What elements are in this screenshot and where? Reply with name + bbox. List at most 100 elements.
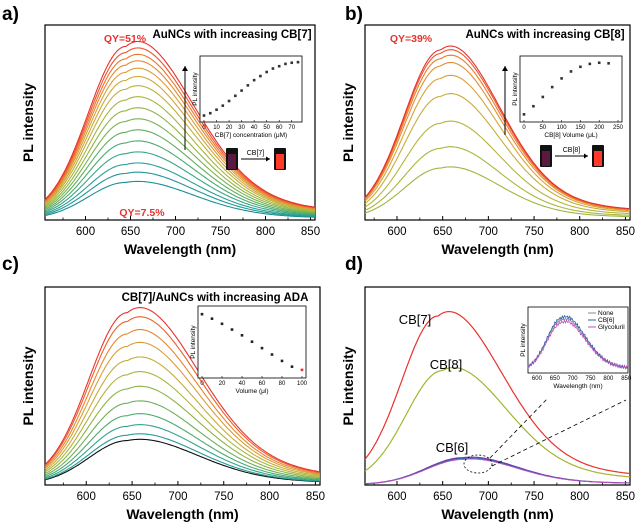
inset-x-label: Wavelength (nm): [553, 383, 602, 390]
inset-point: [260, 346, 264, 350]
x-tick-label: 650: [433, 226, 452, 238]
inset-point: [280, 359, 284, 363]
photo-arrow-label: CB[8]: [563, 147, 581, 154]
spectrum-line: [364, 146, 631, 216]
inset-x-label: CB[7] concentration (μM): [215, 132, 287, 139]
inset-y-label: PL intensity: [190, 325, 197, 359]
inset-x-tick-label: 40: [251, 125, 258, 131]
x-tick-label: 750: [214, 491, 233, 503]
x-tick-label: 750: [211, 226, 230, 238]
inset-x-tick-label: 60: [276, 125, 283, 131]
x-tick-label: 650: [122, 491, 141, 503]
inset-x-label: CB[8] Volume (μL): [544, 132, 597, 139]
inset-x-tick-label: 650: [550, 376, 561, 382]
series-line: [364, 310, 631, 475]
inset-x-tick-label: 50: [263, 125, 270, 131]
plot-frame: [44, 24, 316, 221]
spectrum-line: [44, 85, 316, 211]
inset-frame: [527, 306, 629, 374]
x-axis-label: Wavelength (nm): [126, 506, 238, 522]
inset-x-tick-label: 0: [202, 125, 206, 131]
inset-x-tick-label: 250: [613, 125, 624, 131]
x-tick-label: 600: [387, 226, 406, 238]
inset-x-tick-label: 40: [239, 381, 246, 387]
panel-d: 600 650 700 750 800 850 Wavelength (nm) PL inte…: [340, 286, 635, 522]
inset-point: [296, 60, 300, 64]
spectrum-line: [364, 45, 631, 210]
x-tick-label: 850: [306, 491, 325, 503]
inset-x-tick-label: 80: [279, 381, 286, 387]
spectrum-line: [364, 54, 631, 210]
inset-point: [200, 312, 204, 316]
inset-point: [210, 317, 214, 320]
x-axis-label: Wavelength (nm): [441, 506, 553, 522]
inset-point: [541, 95, 545, 99]
inset-b: 0 50 100 150 200 250 CB[8] Volume (μL) PL inten…: [512, 55, 624, 139]
cuvette-liquid: [228, 154, 236, 169]
legend-entry: CB[6]: [598, 317, 614, 324]
inset-point: [270, 353, 274, 356]
plot-frame: [44, 286, 321, 486]
spectrum-line: [44, 75, 316, 211]
x-tick-label: 650: [433, 491, 452, 503]
x-tick-label: 850: [301, 226, 320, 238]
inset-point: [240, 334, 244, 337]
inset-point: [550, 85, 554, 89]
inset-x-tick-label: 200: [594, 125, 605, 131]
inset-point: [202, 114, 206, 117]
x-tick-label: 800: [570, 226, 589, 238]
inset-point: [607, 62, 610, 65]
inset-x-tick-label: 50: [539, 125, 546, 131]
plot-frame: [364, 286, 631, 486]
x-tick-label: 600: [77, 491, 96, 503]
panel-label-c: c): [2, 254, 19, 275]
inset-point: [284, 62, 287, 66]
chart-title: AuNCs with increasing CB[8]: [465, 29, 624, 41]
series-line: [364, 367, 631, 478]
spectrum-line: [44, 67, 316, 210]
spectrum-line: [44, 438, 321, 483]
spectrum-line: [364, 120, 631, 215]
cuvette-liquid: [276, 154, 284, 169]
x-tick-label: 800: [256, 226, 275, 238]
inset-x-tick-label: 700: [568, 376, 579, 382]
legend-entry: Glycoluril: [598, 324, 625, 331]
chart-title: CB[7]/AuNCs with increasing ADA: [122, 292, 309, 304]
spectrum-line: [364, 93, 631, 213]
x-tick-label: 750: [524, 491, 543, 503]
spectrum-line: [44, 162, 316, 217]
cuvette-liquid: [542, 151, 550, 166]
spectrum-line: [44, 413, 321, 481]
panel-label-b: b): [345, 4, 363, 25]
cuvette-photo: [540, 145, 552, 167]
inset-x-tick-label: 20: [219, 381, 226, 387]
series-label-cb6: CB[6]: [436, 440, 469, 455]
inset-point: [579, 65, 582, 69]
inset-y-label: PL intensity: [512, 72, 519, 106]
y-axis-label: PL intensity: [20, 346, 36, 425]
spectrum-line: [44, 60, 316, 210]
spectrum-line: [44, 328, 321, 474]
inset-point: [290, 61, 294, 65]
inset-point: [246, 84, 250, 87]
inset-point: [215, 108, 218, 112]
cuvette-photo: [592, 145, 604, 167]
inset-point: [532, 104, 535, 108]
inset-d: 600 650 700 750 800 850 Wavelength (nm) PL inte…: [520, 306, 632, 390]
spectrum-line: [44, 47, 316, 209]
arrowhead: [182, 66, 188, 71]
inset-point: [522, 113, 526, 116]
inset-x-tick-label: 100: [557, 125, 568, 131]
inset-point: [569, 70, 573, 73]
inset-point: [234, 94, 237, 98]
inset-x-tick-label: 750: [585, 376, 596, 382]
inset-point: [252, 78, 256, 82]
inset-x-tick-label: 60: [259, 381, 266, 387]
inset-point: [208, 111, 212, 115]
qy-top: QY=39%: [390, 33, 433, 45]
inset-point: [300, 368, 304, 372]
